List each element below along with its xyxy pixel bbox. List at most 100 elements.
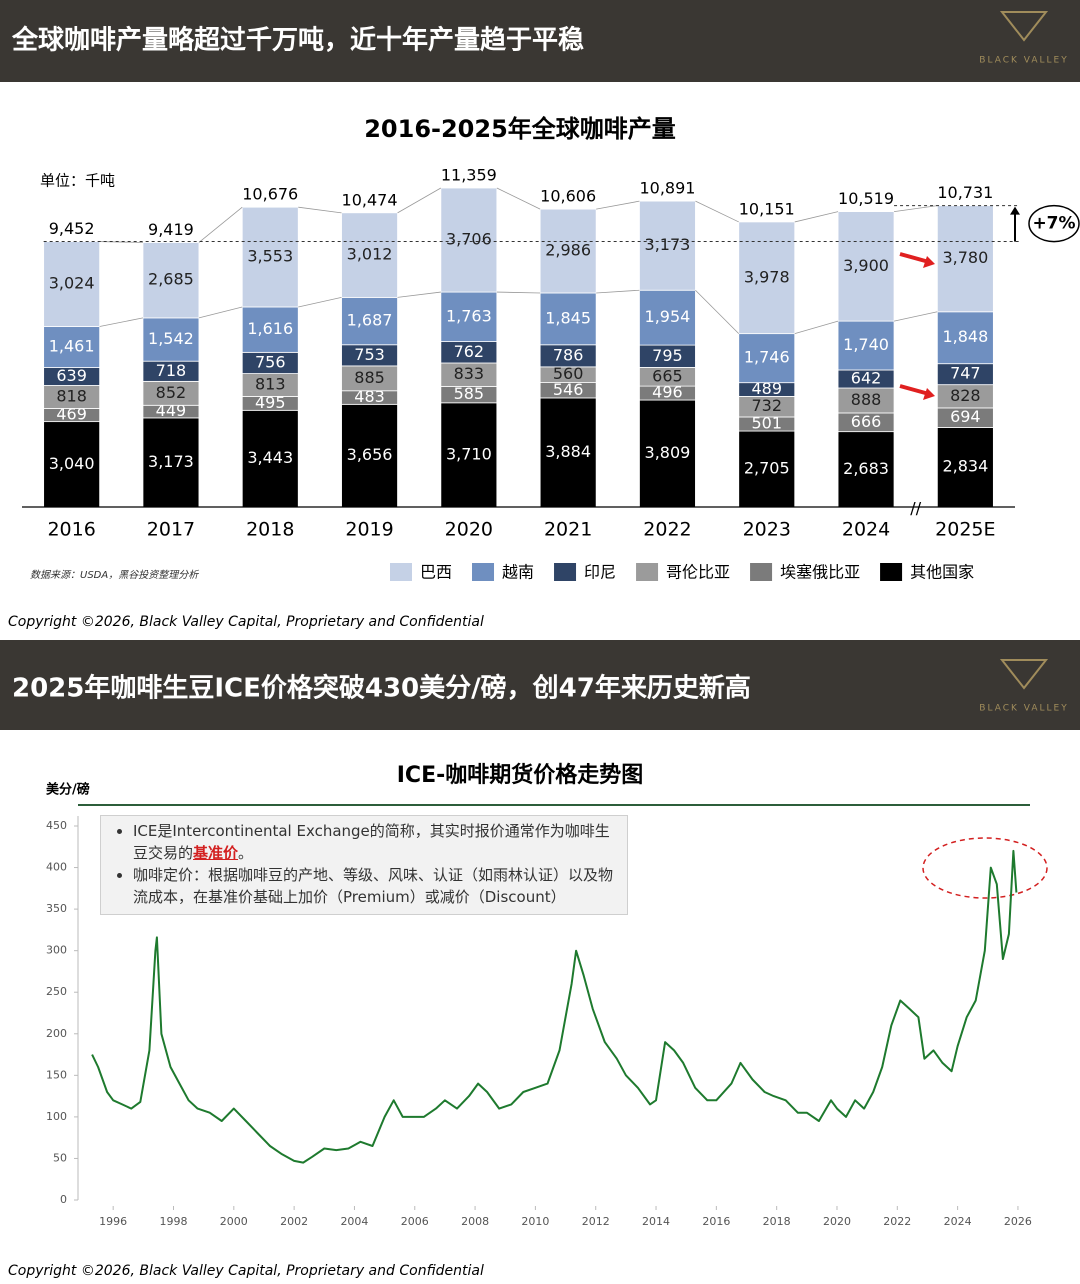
connector [893,205,938,212]
legend-label: 巴西 [420,563,452,582]
data-label: 1,740 [843,335,889,354]
x-tick-label: 2020 [445,519,493,541]
data-label: 1,542 [148,329,194,348]
data-label: 833 [454,364,485,383]
chart-title: ICE-咖啡期货价格走势图 [397,762,644,788]
connector [496,291,541,294]
x-tick-label: 2017 [147,519,195,541]
y-tick-label: 350 [46,902,67,915]
data-label: 496 [652,383,683,402]
x-tick-label: 2002 [280,1215,308,1228]
axis-break: // [910,499,921,518]
x-tick-label: 2021 [544,519,592,541]
y-tick-label: 50 [53,1151,67,1164]
x-tick-label: 2024 [944,1215,972,1228]
legend-swatch [554,563,577,581]
connector [496,187,541,210]
bar-segment [440,187,498,293]
x-tick-label: 2022 [643,519,691,541]
data-label: 666 [851,412,882,431]
data-label: 3,024 [49,274,95,293]
data-label: 3,884 [545,442,591,461]
note-text: 。 [238,844,254,862]
y-tick-label: 450 [46,819,67,832]
y-tick-label: 200 [46,1027,67,1040]
connector [198,306,243,319]
x-tick-label: 2016 [47,519,95,541]
data-label: 828 [950,386,981,405]
data-label: 546 [553,380,584,399]
data-label: 747 [950,364,981,383]
data-label: 753 [354,345,385,364]
highlight-arrow [899,252,930,264]
bar-segment [539,208,597,294]
data-label: 665 [652,366,683,385]
data-label: 3,012 [347,245,393,264]
x-tick-label: 2024 [842,519,890,541]
bar-segment [738,333,796,384]
x-tick-label: 2012 [582,1215,610,1228]
bar-segment [837,320,895,371]
bar-segment [936,205,994,313]
x-tick-label: 2008 [461,1215,489,1228]
x-tick-label: 2022 [883,1215,911,1228]
y-tick-label: 400 [46,861,67,874]
header: 全球咖啡产量略超过千万吨，近十年产量趋于平稳 [11,25,584,56]
data-label: 795 [652,346,683,365]
x-tick-label: 2020 [823,1215,851,1228]
data-label: 1,845 [545,308,591,327]
connector [893,311,938,322]
x-tick-label: 2026 [1004,1215,1032,1228]
x-tick-label: 2014 [642,1215,670,1228]
bar-segment [142,242,200,319]
x-tick-label: 2000 [220,1215,248,1228]
y-tick-label: 100 [46,1110,67,1123]
growth-annotation: +7% [1032,214,1075,234]
data-label: 3,173 [148,452,194,471]
data-label: 818 [56,386,87,405]
growth-circle [1028,204,1080,243]
bar-segment [341,365,398,392]
total-label: 10,474 [342,190,398,209]
data-label: 2,683 [843,459,889,478]
data-label: 1,461 [49,337,95,356]
data-label: 501 [751,413,782,432]
header: 2025年咖啡生豆ICE价格突破430美分/磅，创47年来历史新高 [12,673,751,704]
unit-label: 单位：千吨 [40,172,115,190]
data-label: 3,978 [744,267,790,286]
data-label: 732 [751,396,782,415]
x-tick-label: 2019 [345,519,393,541]
header-bar [0,640,1080,730]
connector [298,296,342,308]
x-tick-label: 1998 [159,1215,187,1228]
price-line [91,849,1018,1164]
chart-title: 2016-2025年全球咖啡产量 [364,115,676,143]
header-bar [0,0,1080,82]
bar-segment [241,206,299,308]
legend-swatch [636,563,659,581]
data-label: 1,848 [942,327,988,346]
data-label: 1,954 [645,307,691,326]
bar-segment [440,291,498,342]
connector [99,317,144,327]
data-label: 642 [851,368,882,387]
data-label: 469 [56,405,87,424]
connector [794,320,839,335]
data-label: 756 [255,352,286,371]
logo-text: BLACK VALLEY [979,704,1068,714]
copyright: Copyright ©2026, Black Valley Capital, P… [8,614,484,630]
bar-segment [341,212,398,298]
logo-mark [999,659,1049,690]
y-tick-label: 0 [60,1193,67,1206]
x-tick-label: 2004 [340,1215,368,1228]
total-label: 10,519 [838,189,894,208]
data-label: 2,834 [942,457,988,476]
bar-segment [241,306,299,353]
data-label: 560 [553,364,584,383]
data-label: 694 [950,407,981,426]
bar-segment [43,326,101,368]
total-label: 10,606 [540,187,596,206]
highlight-arrow [899,384,930,396]
data-label: 3,553 [247,247,293,266]
